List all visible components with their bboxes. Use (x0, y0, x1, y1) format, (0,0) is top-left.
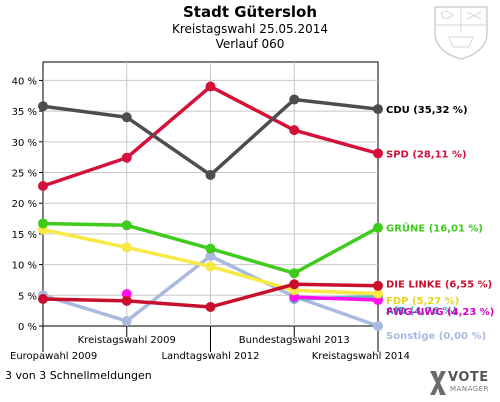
data-point (205, 81, 216, 92)
y-tick-label: 25 % (12, 169, 37, 180)
y-tick-label: 5 % (18, 291, 37, 302)
data-point (205, 261, 216, 272)
chart-subtitle: Kreistagswahl 25.05.2014 (171, 22, 329, 36)
data-point (289, 94, 300, 105)
data-point (205, 301, 216, 312)
y-tick-label: 30 % (12, 138, 37, 149)
data-point (121, 316, 132, 327)
vote-manager-logo-subtext: MANAGER (450, 385, 489, 393)
grid (42, 61, 379, 327)
data-point (205, 251, 216, 262)
series-layer (38, 81, 383, 331)
y-tick-label: 20 % (12, 199, 37, 210)
vote-manager-x-icon (430, 371, 446, 395)
data-point (121, 112, 132, 123)
data-point (373, 321, 383, 331)
vote-manager-logo-text: VOTE (448, 370, 489, 385)
data-point (373, 148, 383, 159)
y-tick-label: 10 % (12, 261, 37, 272)
series-label: FDP (5,27 %) (386, 296, 459, 307)
x-tick-label: Europawahl 2009 (10, 351, 97, 362)
data-point (121, 295, 132, 306)
y-axis: 0 % 5 % 10 % 15 % 20 % 25 % 30 % 35 % 40 % (12, 76, 43, 333)
data-point (205, 169, 216, 180)
x-tick-label: Kreistagswahl 2014 (312, 351, 410, 362)
data-point (373, 104, 383, 115)
y-tick-label: 40 % (12, 76, 37, 87)
data-point (373, 280, 383, 291)
data-point (121, 152, 132, 163)
data-point (289, 125, 300, 136)
data-point (289, 279, 300, 290)
data-point (38, 181, 48, 192)
chart-title: Stadt Gütersloh (182, 3, 317, 21)
chart-subtitle-2: Verlauf 060 (215, 37, 285, 51)
y-tick-label: 0 % (18, 322, 37, 333)
series-label: FWG-UWG (4,23 %) (386, 307, 494, 318)
data-point (38, 293, 48, 304)
x-tick-label: Bundestagswahl 2013 (239, 335, 350, 346)
vote-manager-logo: VOTE MANAGER (428, 368, 496, 398)
data-point (121, 220, 132, 231)
series-labels: CDU (35,32 %) SPD (28,11 %) GRÜNE (16,01 %… (386, 105, 494, 342)
series-label: DIE LINKE (6,55 %) (386, 280, 492, 291)
data-point (121, 242, 132, 253)
series-label: GRÜNE (16,01 %) (386, 221, 483, 235)
x-tick-label: Kreistagswahl 2009 (78, 335, 176, 346)
footer-status: 3 von 3 Schnellmeldungen (5, 369, 152, 382)
data-point (38, 101, 48, 112)
data-point (373, 288, 383, 299)
data-point (205, 243, 216, 254)
data-point (373, 222, 383, 233)
data-point (38, 218, 48, 229)
y-tick-label: 15 % (12, 230, 37, 241)
x-tick-label: Landtagswahl 2012 (161, 351, 259, 362)
series-label: CDU (35,32 %) (386, 105, 468, 116)
coat-of-arms-icon (434, 6, 488, 60)
y-tick-label: 35 % (12, 107, 37, 118)
data-point (289, 268, 300, 279)
x-axis: Europawahl 2009 Kreistagswahl 2009 Landtag… (10, 326, 410, 362)
series-line (294, 295, 379, 302)
series-label: Sonstige (0,00 %) (386, 331, 486, 342)
series-label: AfD (4,76 %) (386, 306, 457, 317)
series-label: SPD (28,11 %) (386, 149, 467, 160)
